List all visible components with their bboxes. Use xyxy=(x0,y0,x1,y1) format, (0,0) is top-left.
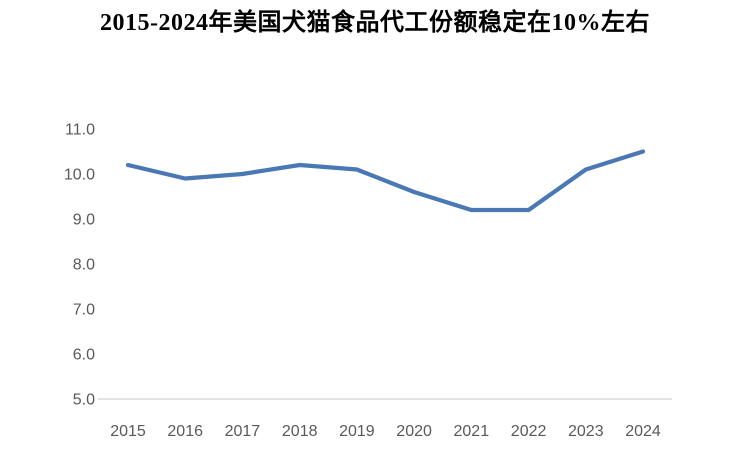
series-line xyxy=(125,149,646,213)
chart-title: 2015-2024年美国犬猫食品代工份额稳定在10%左右 xyxy=(100,10,650,36)
x-axis-tick-label: 2024 xyxy=(625,423,661,440)
y-axis-tick-label: 7.0 xyxy=(73,302,95,319)
y-axis-tick-label: 9.0 xyxy=(73,212,95,229)
y-axis-tick-label: 5.0 xyxy=(73,392,95,409)
x-axis-tick-label: 2023 xyxy=(568,423,604,440)
x-axis-tick-label: 2018 xyxy=(282,423,318,440)
y-axis-tick-label: 6.0 xyxy=(73,347,95,364)
y-axis-tick-label: 10.0 xyxy=(64,167,95,184)
x-axis-tick-label: 2021 xyxy=(454,423,490,440)
y-axis-tick-label: 11.0 xyxy=(65,122,95,139)
x-axis-tick-label: 2015 xyxy=(110,423,146,440)
x-axis-tick-label: 2022 xyxy=(511,423,547,440)
x-axis-tick-label: 2016 xyxy=(167,423,203,440)
x-axis-tick-label: 2020 xyxy=(396,423,432,440)
y-axis-tick-label: 8.0 xyxy=(73,257,95,274)
x-axis-tick-label: 2017 xyxy=(225,423,261,440)
x-axis-tick-label: 2019 xyxy=(339,423,375,440)
